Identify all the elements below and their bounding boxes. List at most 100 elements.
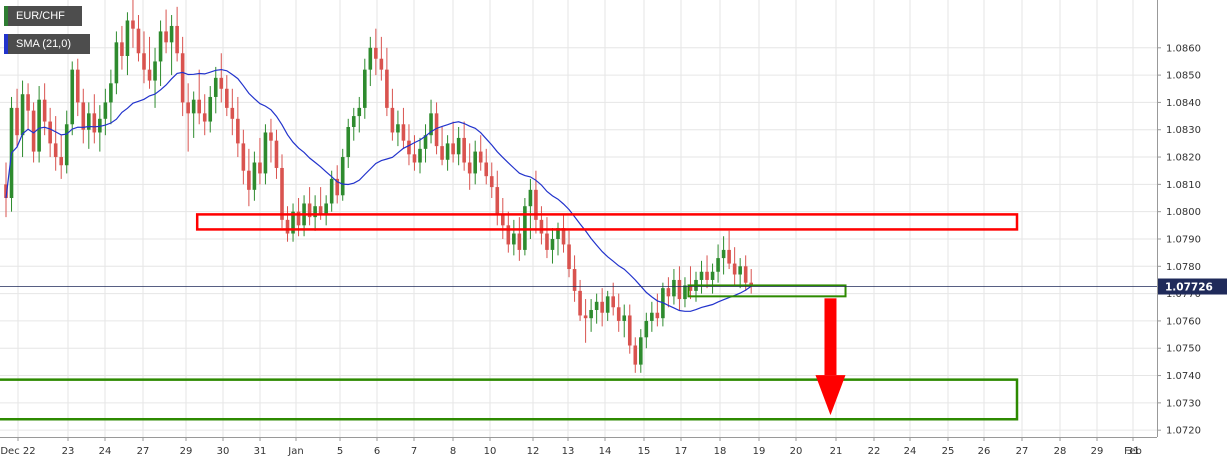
- candle-body-101: [561, 228, 566, 245]
- candle-body-15: [87, 113, 91, 130]
- y-tick-label: 1.0790: [1166, 234, 1201, 245]
- candle-body-32: [180, 53, 185, 103]
- x-tick-label: 7: [411, 446, 417, 457]
- candle-body-74: [412, 154, 417, 163]
- candle-body-89: [495, 187, 500, 215]
- x-tick-label: Dec 22: [0, 446, 35, 457]
- candle-body-85: [473, 151, 477, 174]
- x-tick-label: Jan: [287, 446, 303, 457]
- candle-body-117: [650, 312, 654, 321]
- symbol-label: EUR/CHF: [16, 10, 65, 22]
- candle-body-108: [600, 301, 604, 313]
- candle-body-17: [98, 118, 102, 133]
- candle-body-71: [396, 124, 400, 133]
- y-tick-label: 1.0760: [1166, 316, 1201, 327]
- zone-outline-layer: [0, 213, 1019, 421]
- candle-body-93: [517, 233, 522, 250]
- x-tick-label: 23: [62, 446, 75, 457]
- candle-body-69: [385, 69, 389, 108]
- candle-body-76: [423, 135, 428, 149]
- x-tick-label: 27: [137, 446, 150, 457]
- candle-body-95: [528, 189, 533, 207]
- x-tick-label: 13: [562, 446, 575, 457]
- candle-body-121: [672, 279, 676, 297]
- x-tick-label: 21: [830, 446, 843, 457]
- candle-body-111: [616, 307, 621, 321]
- y-tick-label: 1.0770: [1166, 289, 1201, 300]
- candle-body-122: [677, 279, 682, 300]
- candle-body-126: [699, 271, 704, 280]
- candle-body-29: [164, 31, 168, 43]
- y-tick-label: 1.0810: [1166, 180, 1201, 191]
- candle-body-80: [445, 143, 450, 160]
- x-tick-label: 8: [450, 446, 456, 457]
- x-tick-label: 27: [1016, 446, 1029, 457]
- x-axis-panel: [0, 437, 1229, 462]
- candle-body-99: [550, 238, 555, 250]
- symbol-legend[interactable]: EUR/CHF: [4, 6, 82, 26]
- candle-body-102: [567, 244, 571, 270]
- candle-body-23: [131, 20, 135, 29]
- candle-body-86: [478, 151, 483, 163]
- x-tick-label: 10: [484, 446, 497, 457]
- candle-body-114: [633, 345, 638, 365]
- x-tick-label: 31: [254, 446, 267, 457]
- y-tick-label: 1.0780: [1166, 262, 1201, 273]
- candle-body-127: [705, 271, 709, 280]
- candle-body-10: [59, 157, 63, 166]
- candle-body-13: [75, 69, 80, 103]
- candle-body-21: [120, 42, 124, 56]
- y-tick-label: 1.0750: [1166, 344, 1201, 355]
- candle-body-109: [605, 296, 610, 313]
- x-tick-label: 29: [1091, 446, 1104, 457]
- symbol-swatch: [4, 6, 8, 26]
- x-tick-label: 22: [868, 446, 881, 457]
- x-tick-label: 30: [217, 446, 230, 457]
- candle-body-113: [627, 315, 632, 346]
- x-tick-label: 18: [714, 446, 727, 457]
- candle-body-67: [374, 47, 378, 59]
- candle-body-92: [512, 233, 516, 245]
- candle-body-65: [363, 69, 367, 108]
- candle-body-48: [269, 132, 273, 141]
- candle-body-91: [506, 225, 511, 245]
- candle-body-118: [655, 312, 660, 319]
- arrow-shaft: [824, 298, 837, 376]
- candle-body-131: [727, 249, 731, 264]
- candle-body-110: [611, 296, 615, 308]
- x-tick-label: 14: [599, 446, 612, 457]
- zone-resistance: [195, 213, 1019, 231]
- candle-body-16: [92, 113, 97, 133]
- candle-body-61: [340, 157, 345, 196]
- candle-body-70: [390, 107, 395, 133]
- candle-body-37: [208, 96, 213, 122]
- candle-body-26: [147, 69, 152, 81]
- chart-grid: [0, 0, 1157, 437]
- candle-body-18: [103, 102, 108, 119]
- candle-body-107: [594, 301, 599, 310]
- candles-layer: [4, 0, 753, 373]
- candle-body-132: [732, 263, 737, 275]
- x-tick-label: 6: [374, 446, 380, 457]
- sma-legend[interactable]: SMA (21,0): [4, 34, 90, 54]
- candle-body-57: [318, 206, 323, 215]
- candle-body-115: [639, 337, 643, 365]
- x-tick-label: 5: [337, 446, 343, 457]
- candle-body-43: [241, 143, 246, 171]
- candle-body-9: [53, 143, 58, 158]
- candle-body-19: [109, 83, 113, 103]
- candle-body-31: [175, 25, 179, 54]
- candle-body-84: [467, 162, 472, 174]
- candle-body-79: [440, 146, 444, 160]
- candle-body-49: [274, 140, 279, 168]
- candle-body-51: [285, 219, 290, 234]
- candle-body-4: [26, 94, 30, 111]
- candle-body-62: [346, 127, 351, 158]
- candle-body-2: [15, 107, 19, 136]
- candle-body-98: [545, 233, 549, 250]
- candle-body-124: [688, 285, 693, 291]
- candle-body-33: [186, 102, 190, 114]
- candle-body-11: [64, 124, 69, 166]
- down-arrow: [815, 298, 846, 416]
